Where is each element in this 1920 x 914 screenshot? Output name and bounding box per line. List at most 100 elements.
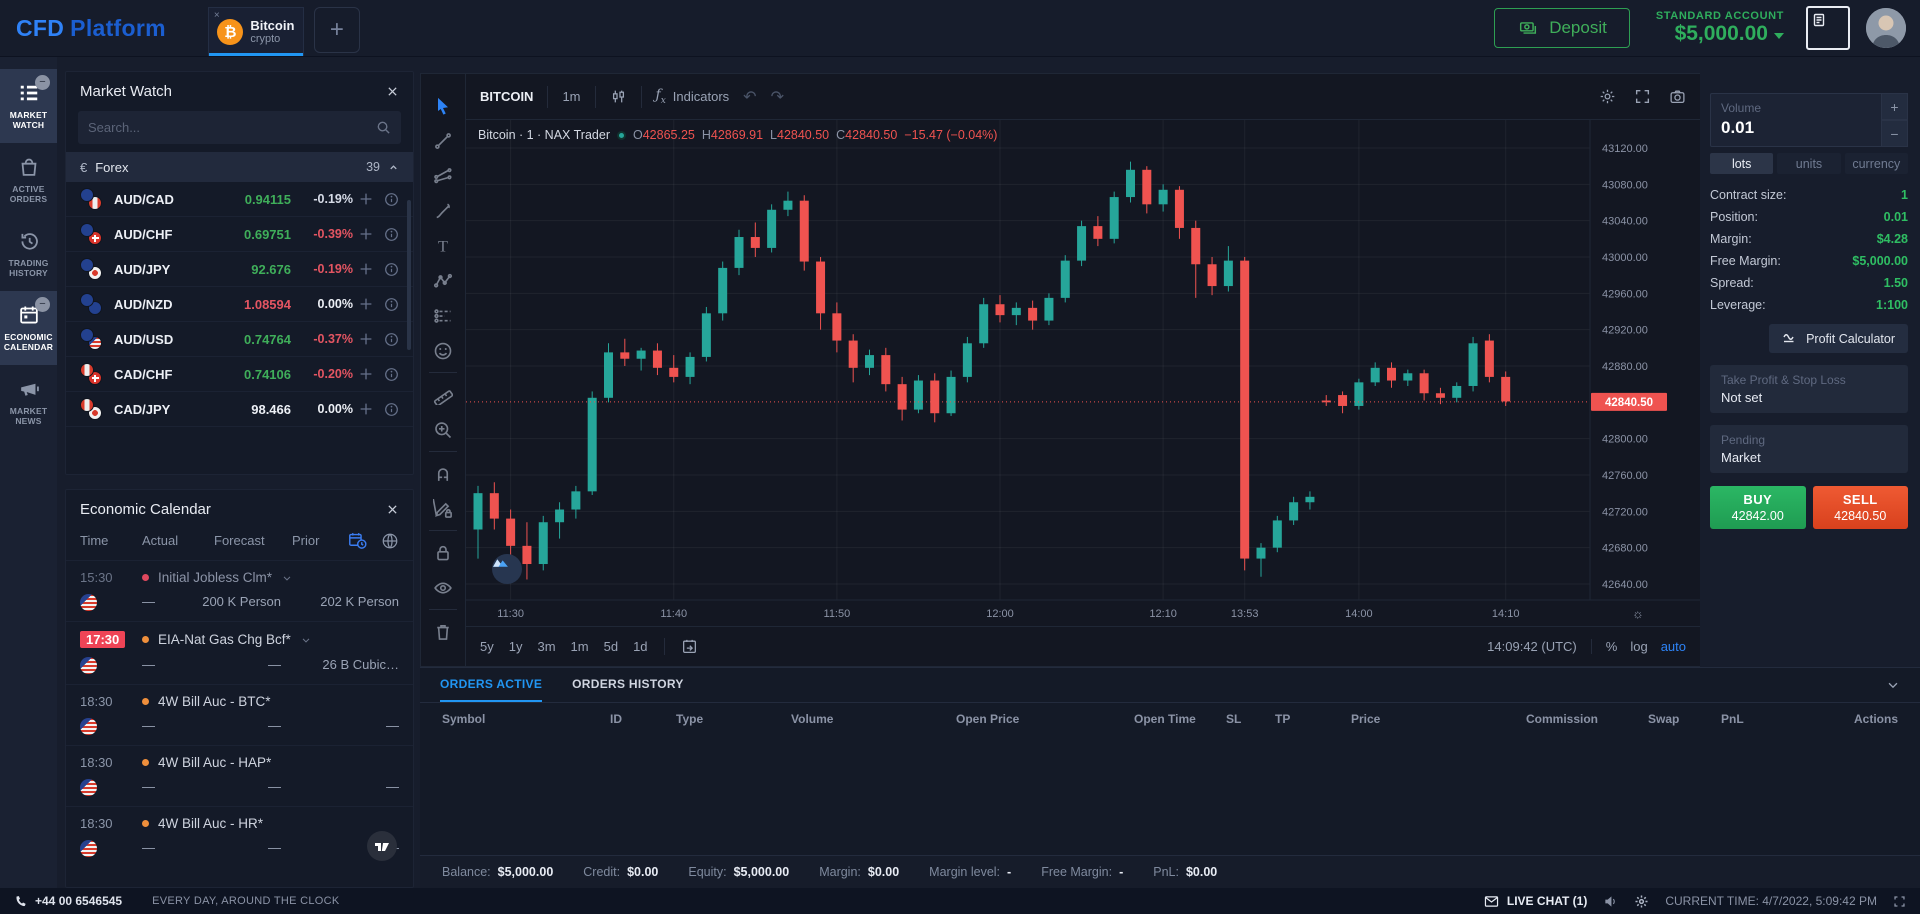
scrollbar[interactable]	[407, 200, 411, 350]
camera-icon[interactable]	[1669, 88, 1686, 105]
pattern-tool-icon[interactable]	[427, 263, 459, 298]
pending-order-field[interactable]: Pending Market	[1710, 425, 1908, 473]
calendar-event-row[interactable]: 18:30 4W Bill Auc - HR* — — —	[66, 806, 413, 867]
tab-orders-history[interactable]: ORDERS HISTORY	[572, 677, 684, 691]
chart-symbol[interactable]: BITCOIN	[480, 89, 534, 104]
close-icon[interactable]	[386, 85, 399, 98]
add-instrument-icon[interactable]	[353, 296, 379, 312]
indicators-button[interactable]: ƒx Indicators	[656, 87, 730, 106]
instrument-row-AUD-CHF[interactable]: AUD/CHF 0.69751 -0.39%	[66, 217, 413, 252]
price-chart[interactable]: Bitcoin · 1 · NAX Trader O42865.25 H4286…	[466, 120, 1700, 626]
smiley-tool-icon[interactable]	[427, 333, 459, 368]
profit-calculator-button[interactable]: Profit Calculator	[1769, 324, 1908, 353]
close-tab-icon[interactable]: ×	[213, 10, 220, 21]
ruler-tool-icon[interactable]	[427, 377, 459, 412]
add-instrument-icon[interactable]	[353, 261, 379, 277]
add-instrument-icon[interactable]	[353, 226, 379, 242]
instrument-row-AUD-NZD[interactable]: AUD/NZD 1.08594 0.00%	[66, 287, 413, 322]
instrument-row-AUD-USD[interactable]: AUD/USD 0.74764 -0.37%	[66, 322, 413, 357]
trend-tool-icon[interactable]	[427, 123, 459, 158]
range-5y-button[interactable]: 5y	[480, 639, 494, 654]
sidebar-item-market-watch[interactable]: − MARKET WATCH	[0, 69, 57, 143]
collapse-badge[interactable]: −	[35, 297, 50, 312]
settings-gear-icon[interactable]	[1634, 894, 1649, 909]
unit-tab-units[interactable]: units	[1777, 153, 1841, 174]
chart-watermark-logo[interactable]	[492, 554, 522, 584]
take-profit-stop-loss-field[interactable]: Take Profit & Stop Loss Not set	[1710, 365, 1908, 413]
range-5d-button[interactable]: 5d	[603, 639, 619, 654]
chevron-down-icon[interactable]	[281, 572, 293, 584]
range-1y-button[interactable]: 1y	[508, 639, 523, 654]
sidebar-item-market-news[interactable]: MARKET NEWS	[0, 365, 57, 439]
add-tab-button[interactable]: +	[313, 7, 360, 53]
add-instrument-icon[interactable]	[353, 331, 379, 347]
sell-button[interactable]: SELL 42840.50	[1812, 486, 1908, 529]
volume-decrease-button[interactable]: −	[1881, 120, 1908, 147]
info-icon[interactable]	[379, 332, 403, 347]
calendar-event-row[interactable]: 17:30 EIA-Nat Gas Chg Bcf* — — 26 B Cubi…	[66, 621, 413, 684]
volume-input[interactable]: Volume 0.01	[1710, 93, 1881, 147]
eye-tool-icon[interactable]	[427, 570, 459, 605]
candlestick-chart[interactable]: 43120.00 43080.00 43040.00 43000.00 42960.00…	[466, 120, 1700, 626]
sidebar-item-economic-calendar[interactable]: − ECONOMIC CALENDAR	[0, 291, 57, 365]
trash-tool-icon[interactable]	[427, 614, 459, 649]
close-icon[interactable]	[386, 503, 399, 516]
volume-increase-button[interactable]: +	[1881, 93, 1908, 120]
collapse-panel-icon[interactable]	[1886, 678, 1900, 692]
chart-clock[interactable]: 14:09:42 (UTC)	[1487, 639, 1577, 654]
account-selector[interactable]: STANDARD ACCOUNT $5,000.00	[1656, 10, 1784, 46]
auto-scale-button[interactable]: auto	[1660, 639, 1686, 654]
info-icon[interactable]	[379, 227, 403, 242]
deposit-button[interactable]: Deposit	[1494, 8, 1630, 48]
phone-number[interactable]: +44 00 6546545	[35, 894, 123, 908]
range-1m-button[interactable]: 1m	[570, 639, 589, 654]
redo-icon[interactable]: ↷	[770, 88, 784, 106]
calendar-event-row[interactable]: 15:30 Initial Jobless Clm* — 200 K Perso…	[66, 560, 413, 621]
sidebar-item-trading-history[interactable]: TRADING HISTORY	[0, 217, 57, 291]
info-icon[interactable]	[379, 192, 403, 207]
info-icon[interactable]	[379, 402, 403, 417]
instrument-row-CAD-CHF[interactable]: CAD/CHF 0.74106 -0.20%	[66, 357, 413, 392]
instrument-row-AUD-CAD[interactable]: AUD/CAD 0.94115 -0.19%	[66, 182, 413, 217]
zoom-tool-icon[interactable]	[427, 412, 459, 447]
percent-scale-button[interactable]: %	[1605, 639, 1618, 654]
text-tool-icon[interactable]: T	[427, 228, 459, 263]
instrument-row-AUD-JPY[interactable]: AUD/JPY 92.676 -0.19%	[66, 252, 413, 287]
cursor-tool-icon[interactable]	[427, 88, 459, 123]
chevron-down-icon[interactable]	[300, 634, 312, 646]
fullscreen-icon[interactable]	[1893, 895, 1906, 908]
news-widget-button[interactable]	[1806, 6, 1850, 50]
info-icon[interactable]	[379, 262, 403, 277]
info-icon[interactable]	[379, 297, 403, 312]
undo-icon[interactable]: ↶	[743, 88, 757, 106]
globe-icon[interactable]	[381, 532, 399, 550]
brush-tool-icon[interactable]	[427, 193, 459, 228]
calendar-event-row[interactable]: 18:30 4W Bill Auc - BTC* — — —	[66, 684, 413, 745]
fullscreen-icon[interactable]	[1634, 88, 1651, 105]
speaker-icon[interactable]	[1603, 894, 1618, 909]
live-chat-button[interactable]: LIVE CHAT (1)	[1484, 894, 1587, 908]
add-instrument-icon[interactable]	[353, 191, 379, 207]
forex-group-header[interactable]: € Forex 39	[66, 152, 413, 182]
goto-date-icon[interactable]	[663, 638, 698, 655]
add-instrument-icon[interactable]	[353, 366, 379, 382]
market-watch-search[interactable]	[78, 111, 401, 144]
candle-style-icon[interactable]	[610, 88, 627, 105]
tab-bitcoin[interactable]: × ₿ Bitcoin crypto	[207, 7, 304, 56]
range-3m-button[interactable]: 3m	[537, 639, 556, 654]
unit-tab-currency[interactable]: currency	[1844, 153, 1908, 174]
info-icon[interactable]	[379, 367, 403, 382]
settings-gear-icon[interactable]	[1599, 88, 1616, 105]
interval-button[interactable]: 1m	[562, 89, 581, 104]
add-instrument-icon[interactable]	[353, 401, 379, 417]
buy-button[interactable]: BUY 42842.00	[1710, 486, 1806, 529]
user-avatar[interactable]	[1866, 8, 1906, 48]
log-scale-button[interactable]: log	[1630, 639, 1648, 654]
collapse-badge[interactable]: −	[35, 75, 50, 90]
sidebar-item-active-orders[interactable]: ACTIVE ORDERS	[0, 143, 57, 217]
editlock-tool-icon[interactable]	[427, 491, 459, 526]
fib-tool-icon[interactable]	[427, 158, 459, 193]
calendar-clock-icon[interactable]	[348, 531, 367, 550]
magnet-tool-icon[interactable]	[427, 456, 459, 491]
lock-tool-icon[interactable]	[427, 535, 459, 570]
